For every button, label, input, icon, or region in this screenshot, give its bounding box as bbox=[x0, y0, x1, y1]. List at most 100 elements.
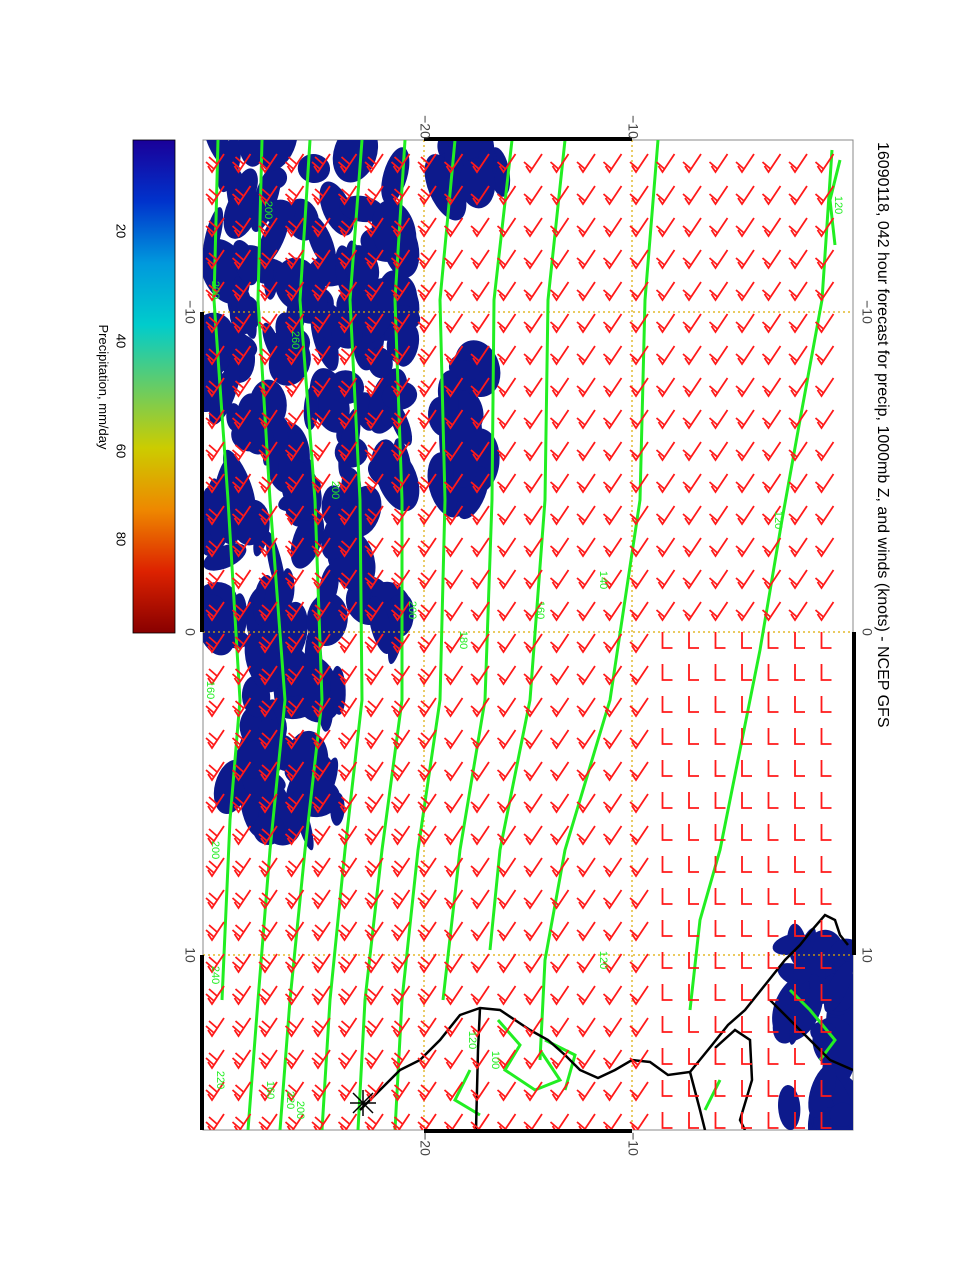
wind-barb bbox=[205, 985, 225, 1006]
wind-barb bbox=[549, 953, 570, 974]
wind-barb bbox=[231, 345, 252, 366]
wind-barb bbox=[496, 825, 517, 846]
precip-cell bbox=[207, 478, 226, 547]
wind-barb bbox=[417, 409, 437, 430]
wind-barb bbox=[470, 473, 490, 494]
wind-barb bbox=[258, 793, 278, 814]
wind-barb bbox=[470, 697, 490, 718]
wind-barb bbox=[741, 1080, 752, 1097]
wind-barb bbox=[741, 952, 752, 969]
wind-barb bbox=[655, 569, 676, 590]
wind-barb bbox=[258, 1017, 278, 1038]
wind-barb bbox=[576, 217, 596, 238]
wind-barb bbox=[231, 729, 252, 750]
wind-barb bbox=[576, 537, 596, 558]
wind-barb bbox=[741, 888, 752, 905]
wind-barb bbox=[655, 537, 676, 558]
wind-barb bbox=[258, 249, 278, 270]
map-title: 16090118, 042 hour forecast for precip, … bbox=[874, 142, 891, 727]
wind-barb bbox=[794, 1048, 805, 1065]
wind-barb bbox=[629, 729, 649, 750]
wind-barb bbox=[576, 1081, 596, 1102]
wind-barb bbox=[708, 153, 729, 174]
wind-barb bbox=[417, 153, 437, 174]
wind-barb bbox=[820, 1112, 832, 1129]
wind-barb bbox=[576, 377, 596, 398]
wind-barb bbox=[205, 185, 225, 206]
wind-barb bbox=[231, 185, 252, 206]
wind-barb bbox=[523, 153, 543, 174]
right-tick-label: −10 bbox=[859, 300, 875, 324]
wind-barb bbox=[284, 1081, 305, 1102]
wind-barb bbox=[714, 920, 726, 937]
wind-barb bbox=[629, 857, 649, 878]
wind-barb bbox=[523, 377, 543, 398]
wind-barb bbox=[311, 1081, 331, 1102]
coastline bbox=[359, 913, 853, 1130]
wind-barb bbox=[470, 345, 490, 366]
wind-barb bbox=[682, 153, 702, 174]
wind-barb bbox=[788, 601, 808, 622]
wind-barb bbox=[549, 921, 570, 942]
wind-barb bbox=[417, 825, 437, 846]
colorbar-ticks: 20 40 60 80 bbox=[114, 224, 129, 546]
wind-barb bbox=[788, 377, 808, 398]
precip-cell bbox=[264, 199, 296, 226]
wind-barb bbox=[661, 1112, 673, 1129]
wind-barb bbox=[417, 921, 437, 942]
wind-barb bbox=[820, 888, 832, 905]
wind-barb bbox=[602, 153, 623, 174]
contour-label: 200 bbox=[329, 481, 341, 499]
wind-barb bbox=[767, 1112, 779, 1129]
wind-barb bbox=[390, 697, 411, 718]
wind-barb bbox=[602, 505, 623, 526]
wind-barb bbox=[629, 953, 649, 974]
wind-barb bbox=[337, 1049, 358, 1070]
wind-barb bbox=[390, 601, 411, 622]
wind-barb bbox=[549, 633, 570, 654]
wind-barb bbox=[576, 729, 596, 750]
wind-barb bbox=[682, 473, 702, 494]
wind-barb bbox=[629, 1081, 649, 1102]
wind-barb bbox=[714, 792, 726, 809]
wind-barb bbox=[735, 505, 755, 526]
wind-barb bbox=[708, 217, 729, 238]
contour-label: 200 bbox=[209, 281, 221, 299]
wind-barb bbox=[576, 665, 596, 686]
right-tick-label: 10 bbox=[859, 947, 875, 963]
wind-barb bbox=[390, 313, 411, 334]
wind-barb bbox=[258, 185, 278, 206]
wind-barb bbox=[417, 633, 437, 654]
wind-barb bbox=[311, 153, 331, 174]
precip-cell bbox=[293, 791, 314, 851]
wind-barb bbox=[549, 569, 570, 590]
wind-barb bbox=[337, 793, 358, 814]
wind-barb bbox=[311, 921, 331, 942]
wind-barb bbox=[629, 377, 649, 398]
wind-barb bbox=[714, 952, 726, 969]
wind-barb bbox=[390, 281, 411, 302]
wind-barb bbox=[576, 1049, 596, 1070]
wind-barb bbox=[258, 313, 278, 334]
wind-barb bbox=[629, 409, 649, 430]
precip-cell bbox=[233, 276, 257, 339]
wind-barb bbox=[523, 857, 543, 878]
wind-barb bbox=[767, 888, 779, 905]
wind-barb bbox=[708, 313, 729, 334]
wind-barb bbox=[258, 921, 278, 942]
wind-barb bbox=[443, 889, 464, 910]
wind-barb bbox=[390, 921, 411, 942]
height-contour-line bbox=[453, 1069, 481, 1117]
wind-barb bbox=[284, 697, 305, 718]
wind-barb bbox=[364, 185, 384, 206]
wind-barb bbox=[470, 1017, 490, 1038]
precip-cell bbox=[371, 199, 417, 266]
wind-barb bbox=[549, 665, 570, 686]
height-contour-line bbox=[538, 140, 660, 1061]
wind-barb bbox=[682, 409, 702, 430]
wind-barb bbox=[443, 665, 464, 686]
wind-barb bbox=[390, 761, 411, 782]
precip-cell bbox=[203, 594, 237, 656]
wind-barb bbox=[470, 1081, 490, 1102]
wind-barb bbox=[205, 377, 225, 398]
